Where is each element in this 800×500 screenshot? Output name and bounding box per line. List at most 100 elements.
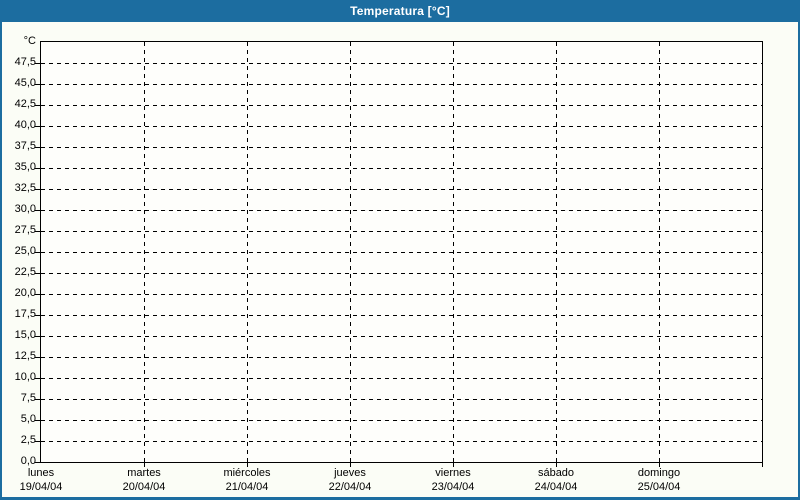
y-tick-label: 42,5	[14, 98, 36, 110]
y-axis-unit-label: °C	[23, 35, 36, 47]
day-date: 20/04/04	[122, 481, 166, 493]
x-axis-tick	[453, 463, 454, 467]
gridline-vertical	[350, 42, 351, 462]
y-axis-tick	[35, 336, 40, 337]
gridline-horizontal	[41, 84, 762, 85]
y-axis-tick	[35, 315, 40, 316]
x-axis-tick	[762, 463, 763, 467]
gridline-horizontal	[41, 231, 762, 232]
x-axis-tick	[556, 463, 557, 467]
gridline-horizontal	[41, 336, 762, 337]
y-tick-label: 27,5	[14, 224, 36, 236]
day-date: 25/04/04	[637, 481, 681, 493]
plot-area	[40, 41, 763, 463]
y-tick-label: 40,0	[14, 119, 36, 131]
gridline-horizontal	[41, 189, 762, 190]
x-axis-day-label: martes 20/04/04	[92, 466, 196, 494]
gridline-horizontal	[41, 105, 762, 106]
day-name: domingo	[637, 467, 681, 479]
y-tick-label: 22,5	[14, 266, 36, 278]
x-axis-tick	[247, 463, 248, 467]
y-tick-label: 45,0	[14, 77, 36, 89]
day-name: jueves	[334, 467, 366, 479]
y-tick-label: 0,0	[20, 455, 36, 467]
y-tick-label: 10,0	[14, 371, 36, 383]
gridline-horizontal	[41, 441, 762, 442]
y-axis-tick	[35, 378, 40, 379]
y-axis-tick	[35, 147, 40, 148]
gridline-vertical	[247, 42, 248, 462]
gridline-vertical	[144, 42, 145, 462]
y-axis-tick	[35, 126, 40, 127]
x-axis-day-label: domingo 25/04/04	[607, 466, 711, 494]
gridline-vertical	[659, 42, 660, 462]
gridline-horizontal	[41, 420, 762, 421]
y-axis-tick	[35, 252, 40, 253]
y-tick-label: 20,0	[14, 287, 36, 299]
y-tick-label: 7,5	[20, 392, 36, 404]
x-axis-day-label: viernes 23/04/04	[401, 466, 505, 494]
gridline-horizontal	[41, 252, 762, 253]
day-name: viernes	[435, 467, 471, 479]
y-tick-label: 12,5	[14, 350, 36, 362]
day-date: 21/04/04	[225, 481, 269, 493]
x-axis-tick	[144, 463, 145, 467]
gridline-horizontal	[41, 210, 762, 211]
frame-border-right	[798, 22, 800, 500]
y-axis-tick	[35, 441, 40, 442]
day-name: sábado	[537, 467, 575, 479]
y-axis-tick	[35, 462, 40, 463]
day-name: lunes	[27, 467, 55, 479]
day-date: 19/04/04	[19, 481, 63, 493]
day-name: miércoles	[223, 467, 271, 479]
y-tick-label: 32,5	[14, 182, 36, 194]
y-tick-label: 37,5	[14, 140, 36, 152]
y-tick-label: 2,5	[20, 434, 36, 446]
frame-border-bottom	[0, 497, 800, 500]
day-date: 23/04/04	[431, 481, 475, 493]
y-tick-label: 30,0	[14, 203, 36, 215]
y-axis-tick	[35, 105, 40, 106]
y-axis-tick	[35, 210, 40, 211]
gridline-horizontal	[41, 63, 762, 64]
y-tick-label: 25,0	[14, 245, 36, 257]
x-axis-tick	[659, 463, 660, 467]
y-axis-tick	[35, 84, 40, 85]
y-tick-label: 17,5	[14, 308, 36, 320]
gridline-horizontal	[41, 126, 762, 127]
gridline-horizontal	[41, 357, 762, 358]
y-axis-tick	[35, 168, 40, 169]
chart-title: Temperatura [°C]	[350, 4, 450, 18]
gridline-horizontal	[41, 168, 762, 169]
y-axis-tick	[35, 294, 40, 295]
y-axis-tick	[35, 231, 40, 232]
gridline-horizontal	[41, 294, 762, 295]
gridline-horizontal	[41, 315, 762, 316]
frame-border-left	[0, 22, 2, 500]
x-axis-day-label: sábado 24/04/04	[504, 466, 608, 494]
y-axis-tick	[35, 63, 40, 64]
x-axis-day-label: lunes 19/04/04	[0, 466, 93, 494]
gridline-horizontal	[41, 273, 762, 274]
y-tick-label: 5,0	[20, 413, 36, 425]
y-tick-label: 47,5	[14, 56, 36, 68]
y-axis-tick	[35, 420, 40, 421]
gridline-horizontal	[41, 147, 762, 148]
y-axis-tick	[35, 273, 40, 274]
x-axis-tick	[350, 463, 351, 467]
y-axis-tick	[35, 399, 40, 400]
gridline-vertical	[453, 42, 454, 462]
gridline-vertical	[556, 42, 557, 462]
title-bar: Temperatura [°C]	[0, 0, 800, 22]
x-axis-day-label: miércoles 21/04/04	[195, 466, 299, 494]
y-axis-tick	[35, 189, 40, 190]
x-axis-day-label: jueves 22/04/04	[298, 466, 402, 494]
day-date: 22/04/04	[328, 481, 372, 493]
y-tick-label: 35,0	[14, 161, 36, 173]
y-axis-tick	[35, 357, 40, 358]
day-name: martes	[127, 467, 161, 479]
gridline-horizontal	[41, 378, 762, 379]
gridline-horizontal	[41, 399, 762, 400]
day-date: 24/04/04	[534, 481, 578, 493]
